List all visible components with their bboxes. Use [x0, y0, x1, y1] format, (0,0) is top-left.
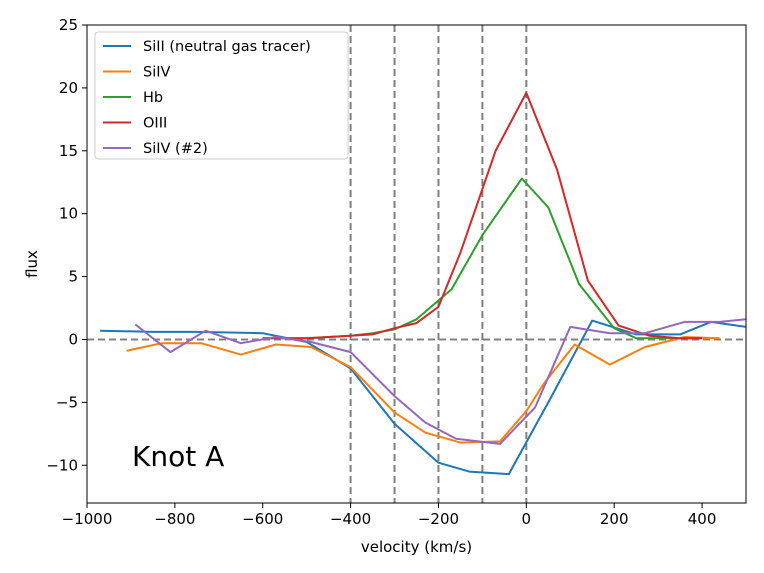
x-tick-label: −600: [242, 510, 283, 528]
x-tick-label: −200: [418, 510, 459, 528]
y-tick-label: 0: [68, 330, 78, 348]
legend-label: Hb: [143, 90, 163, 106]
series-line-5: [134, 318, 747, 445]
y-axis-ticks: −10 −5 0 5 10 15 20 25: [46, 16, 87, 474]
y-tick-label: 15: [59, 142, 78, 160]
legend-box: [94, 31, 349, 160]
series-line-4: [262, 91, 703, 340]
legend-label: SiIV (#2): [143, 141, 208, 157]
y-tick-label: −5: [56, 393, 78, 411]
y-tick-label: 25: [59, 16, 78, 34]
plot-frame: [86, 24, 747, 504]
legend-label: OIII: [143, 116, 167, 132]
legend-label: SiIV: [143, 65, 171, 81]
x-axis-label: velocity (km/s): [361, 538, 472, 556]
x-tick-label: −800: [154, 510, 195, 528]
series-layer: [100, 91, 747, 476]
y-tick-label: −10: [46, 456, 78, 474]
y-tick-label: 5: [68, 268, 78, 286]
x-tick-label: 0: [522, 510, 532, 528]
x-tick-label: −400: [330, 510, 371, 528]
series-line-2: [126, 336, 720, 444]
x-tick-label: 400: [688, 510, 717, 528]
y-axis-label: flux: [23, 250, 41, 278]
knot-annotation: Knot A: [132, 440, 224, 473]
x-axis-ticks: −1000 −800 −600 −400 −200 0 200 400: [62, 503, 717, 528]
legend: SiII (neutral gas tracer) SiIV Hb OIII SiIV …: [94, 31, 349, 160]
y-tick-label: 20: [59, 79, 78, 97]
series-line-1: [100, 319, 747, 476]
legend-label: SiII (neutral gas tracer): [143, 39, 311, 55]
y-tick-label: 10: [59, 205, 78, 223]
x-tick-label: −1000: [62, 510, 113, 528]
x-tick-label: 200: [600, 510, 629, 528]
